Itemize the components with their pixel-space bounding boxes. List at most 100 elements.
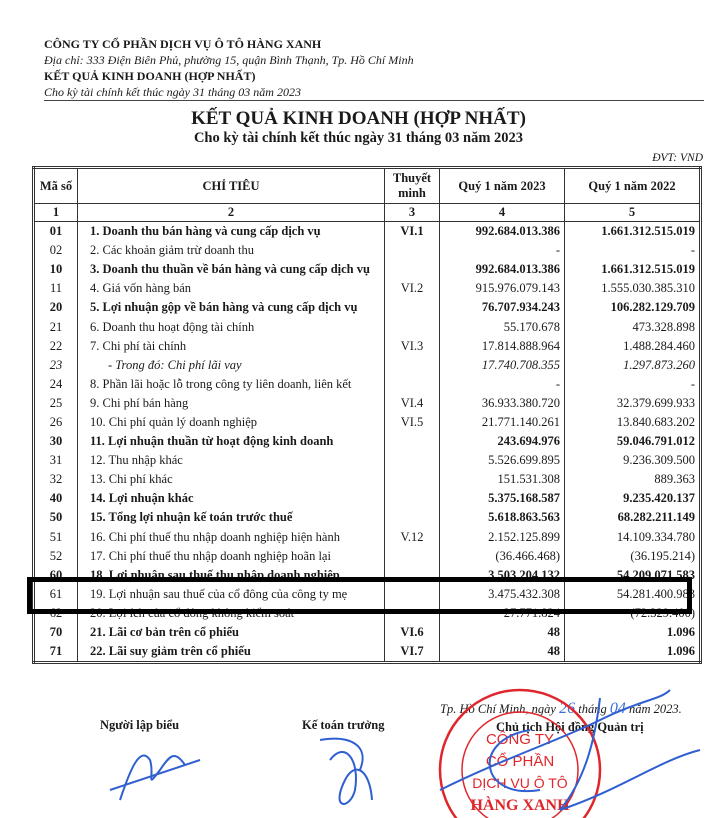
- cell-q1-2023: 76.707.934.243: [439, 298, 565, 318]
- table-row: 21 6. Doanh thu hoạt động tài chính 55.170…: [33, 317, 701, 337]
- cell-note: VI.1: [384, 221, 440, 242]
- chief-accountant-label: Kế toán trưởng: [302, 718, 385, 732]
- cell-q1-2023: 2.152.125.899: [439, 527, 565, 547]
- highlight-box: [27, 577, 692, 614]
- table-row: 25 9. Chi phí bán hàng VI.4 36.933.380.720 3…: [33, 393, 701, 413]
- cell-q1-2023: 915.976.079.143: [439, 279, 565, 299]
- table-row: 11 4. Giá vốn hàng bán VI.2 915.976.079.143…: [33, 279, 701, 299]
- cell-q1-2023: 5.526.699.895: [439, 451, 565, 471]
- chairman-label: Chủ tịch Hội đồng Quản trị: [496, 720, 644, 734]
- cell-item: 10. Chi phí quản lý doanh nghiệp: [77, 412, 385, 433]
- cell-code: 61: [33, 584, 78, 604]
- page-title: KẾT QUẢ KINH DOANH (HỢP NHẤT): [191, 108, 526, 129]
- cell-item: 6. Doanh thu hoạt động tài chính: [77, 317, 385, 337]
- cell-item: 9. Chi phí bán hàng: [77, 393, 385, 413]
- cell-code: 25: [33, 393, 78, 413]
- stamp-line-4: HÀNG XANH: [470, 795, 570, 814]
- cell-code: 50: [33, 508, 78, 528]
- date-year: năm 2023.: [628, 702, 682, 716]
- cell-item: 3. Doanh thu thuần về bán hàng và cung c…: [77, 260, 385, 280]
- company-address: Địa chỉ: 333 Điện Biên Phủ, phường 15, q…: [44, 53, 414, 67]
- table-row: 61 19. Lợi nhuận sau thuế của cổ đông của…: [33, 584, 701, 604]
- cell-item: 12. Thu nhập khác: [77, 451, 385, 471]
- cell-q1-2022: 1.555.030.385.310: [564, 279, 701, 299]
- cell-q1-2022: 1.297.873.260: [564, 355, 701, 375]
- cell-item: 7. Chi phí tài chính: [77, 336, 385, 356]
- cell-q1-2022: 1.661.312.515.019: [564, 221, 701, 242]
- table-row: 71 22. Lãi suy giảm trên cổ phiếu VI.7 48 1.…: [33, 642, 701, 663]
- cell-item: 15. Tổng lợi nhuận kế toán trước thuế: [77, 508, 385, 528]
- table-row: 24 8. Phần lãi hoặc lỗ trong công ty liên…: [33, 374, 701, 394]
- cell-item: 5. Lợi nhuận gộp về bán hàng và cung cấp…: [77, 298, 385, 318]
- cell-q1-2023: 21.771.140.261: [439, 412, 565, 433]
- cell-item: 4. Giá vốn hàng bán: [77, 279, 385, 299]
- company-name: CÔNG TY CỔ PHẦN DỊCH VỤ Ô TÔ HÀNG XANH: [44, 37, 322, 51]
- col-number: 2: [77, 203, 385, 222]
- table-row: 70 21. Lãi cơ bản trên cổ phiếu VI.6 48 1.09…: [33, 622, 701, 643]
- company-stamp: CÔNG TY CỔ PHẦN DỊCH VỤ Ô TÔ HÀNG XANH: [438, 688, 602, 818]
- cell-q1-2022: 1.661.312.515.019: [564, 260, 701, 280]
- cell-q1-2023: 992.684.013.386: [439, 221, 565, 242]
- table-row: 23- Trong đó: Chi phí lãi vay 17.740.708.…: [33, 355, 701, 375]
- income-statement-table: Mã số CHỈ TIÊU Thuyết minh Quý 1 năm 202…: [32, 166, 702, 665]
- table-row: 10 3. Doanh thu thuần về bán hàng và cung…: [33, 260, 701, 280]
- cell-q1-2022: 14.109.334.780: [564, 527, 701, 547]
- cell-code: 32: [33, 470, 78, 490]
- table-row: 20 5. Lợi nhuận gộp về bán hàng và cung c…: [33, 298, 701, 318]
- page-subtitle: Cho kỳ tài chính kết thúc ngày 31 tháng …: [193, 130, 524, 146]
- cell-item: 14. Lợi nhuận khác: [77, 489, 385, 509]
- stamp-line-1: CÔNG TY: [486, 731, 554, 748]
- col-header-q1-2023: Quý 1 năm 2023: [439, 167, 565, 204]
- cell-q1-2022: 1.096: [564, 642, 701, 663]
- cell-q1-2022: 68.282.211.149: [564, 508, 701, 528]
- cell-q1-2023: 17.740.708.355: [439, 355, 565, 375]
- table-row: 32 13. Chi phí khác 151.531.308 889.363: [33, 470, 701, 490]
- cell-q1-2022: 59.046.791.012: [564, 432, 701, 452]
- document-header: CÔNG TY CỔ PHẦN DỊCH VỤ Ô TÔ HÀNG XANH Đ…: [44, 36, 704, 101]
- cell-item: 13. Chi phí khác: [77, 470, 385, 490]
- table-row: 51 16. Chi phí thuế thu nhập doanh nghiệp…: [33, 527, 701, 547]
- cell-code: 51: [33, 527, 78, 547]
- cell-q1-2022: (36.195.214): [564, 546, 701, 566]
- cell-item: 19. Lợi nhuận sau thuế của cổ đông của c…: [77, 584, 385, 604]
- table-row: 22 7. Chi phí tài chính VI.3 17.814.888.964…: [33, 336, 701, 356]
- cell-q1-2022: 1.096: [564, 622, 701, 643]
- cell-q1-2022: 9.235.420.137: [564, 489, 701, 509]
- table-row: 40 14. Lợi nhuận khác 5.375.168.587 9.235.4…: [33, 489, 701, 509]
- cell-q1-2023: 5.375.168.587: [439, 489, 565, 509]
- cell-q1-2023: 17.814.888.964: [439, 336, 565, 356]
- cell-code: 24: [33, 374, 78, 394]
- stamp-line-3: DỊCH VỤ Ô TÔ: [472, 775, 568, 791]
- cell-item: 1. Doanh thu bán hàng và cung cấp dịch v…: [77, 221, 385, 242]
- table-row: 30 11. Lợi nhuận thuần từ hoạt động kinh …: [33, 432, 701, 452]
- cell-q1-2022: 1.488.284.460: [564, 336, 701, 356]
- table-row: 52 17. Chi phí thuế thu nhập doanh nghiệp…: [33, 546, 701, 566]
- cell-note: VI.3: [384, 336, 440, 356]
- cell-q1-2023: 36.933.380.720: [439, 393, 565, 413]
- cell-item: - Trong đó: Chi phí lãi vay: [77, 355, 385, 375]
- cell-q1-2023: 5.618.863.563: [439, 508, 565, 528]
- cell-q1-2022: 106.282.129.709: [564, 298, 701, 318]
- currency-unit: ĐVT: VND: [652, 152, 703, 164]
- stamp-line-2: CỔ PHẦN: [486, 752, 554, 770]
- date-day: 26: [559, 700, 576, 717]
- cell-code: 22: [33, 336, 78, 356]
- cell-code: 26: [33, 412, 78, 433]
- cell-q1-2022: 889.363: [564, 470, 701, 490]
- cell-item: 16. Chi phí thuế thu nhập doanh nghiệp h…: [77, 527, 385, 547]
- cell-item: 2. Các khoản giảm trừ doanh thu: [77, 241, 385, 261]
- col-header-note-text: Thuyết minh: [392, 171, 432, 200]
- cell-code: 71: [33, 642, 78, 663]
- table-row: 31 12. Thu nhập khác 5.526.699.895 9.236.30…: [33, 451, 701, 471]
- cell-code: 20: [33, 298, 78, 318]
- cell-note: VI.5: [384, 412, 440, 433]
- table-row: 01 1. Doanh thu bán hàng và cung cấp dịch…: [33, 221, 701, 242]
- cell-note: VI.6: [384, 622, 440, 643]
- cell-q1-2022: 32.379.699.933: [564, 393, 701, 413]
- preparer-label: Người lập biểu: [100, 718, 180, 732]
- cell-note: VI.2: [384, 279, 440, 299]
- signing-date: Tp. Hồ Chí Minh, ngày 26 tháng 04 năm 20…: [440, 700, 682, 718]
- cell-q1-2023: (36.466.468): [439, 546, 565, 566]
- cell-q1-2022: 13.840.683.202: [564, 412, 701, 433]
